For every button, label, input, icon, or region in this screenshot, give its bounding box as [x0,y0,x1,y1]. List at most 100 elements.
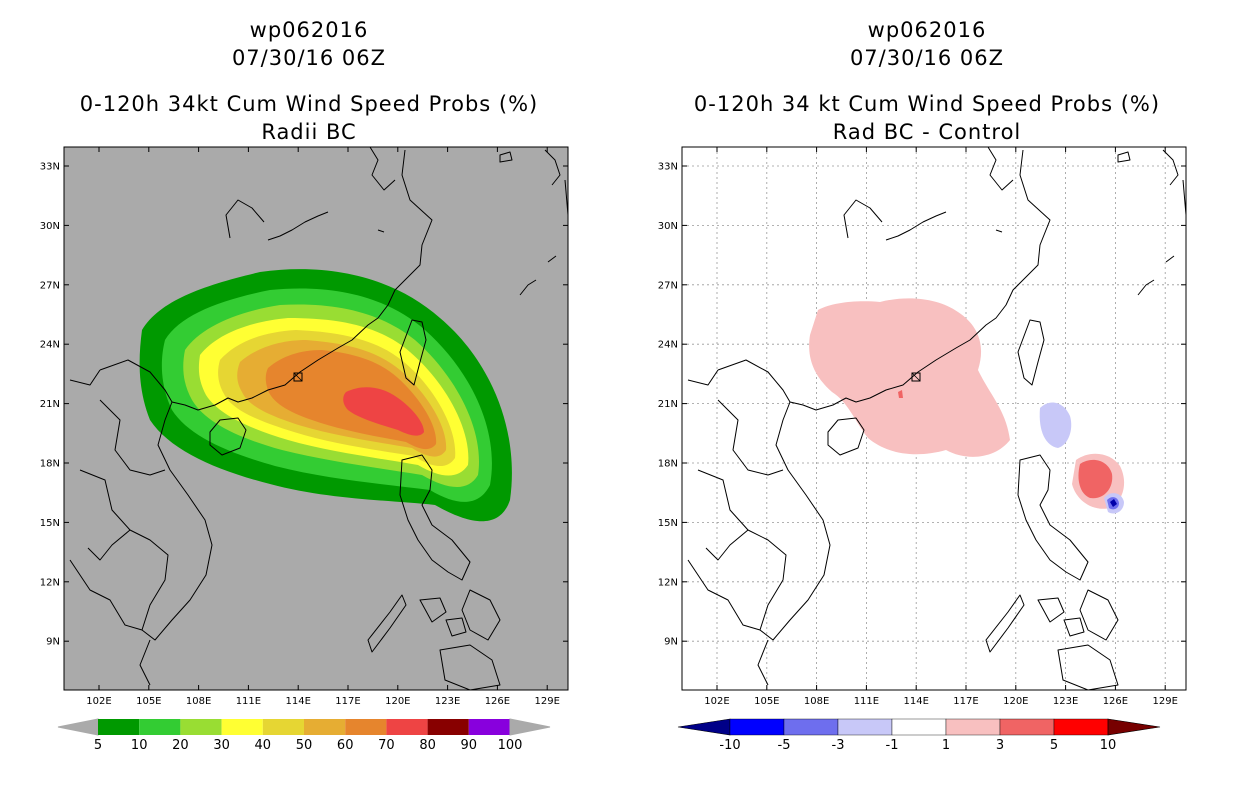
right-cbar-box [1053,718,1109,736]
left-storm-id: wp062016 [249,18,369,42]
right-difference-shading [809,298,1125,514]
diff-neg-1 [1039,402,1072,448]
right-cbar-box [783,718,839,736]
left-datetime: 07/30/16 06Z [231,46,387,70]
left-lon-label: 111E [236,696,261,707]
left-colorbar: 5 10 20 30 40 50 60 70 80 90 100 [57,718,551,753]
right-subtitle: Rad BC - Control [832,120,1022,144]
right-cbar-label: -3 [832,738,845,753]
right-product-title: 0-120h 34 kt Cum Wind Speed Probs (%) [693,92,1161,116]
left-cbar-box [98,719,140,735]
left-cbar-label: 60 [337,738,354,753]
right-lon-label: 117E [953,696,978,707]
right-lon-label: 102E [704,696,729,707]
left-map-panel: wp062016 07/30/16 06Z 0-120h 34kt Cum Wi… [40,18,569,753]
left-cbar-box [262,719,304,735]
left-lon-label: 120E [385,696,410,707]
right-lon-label: 105E [754,696,779,707]
left-cbar-high-arrow [509,718,551,736]
left-city-marker [293,372,303,382]
right-lat-label: 9N [664,637,678,648]
left-lat-label: 12N [40,577,60,588]
right-cbar-low-arrow [677,718,731,736]
right-cbar-box [891,718,947,736]
right-cbar-high-arrow [1107,718,1161,736]
left-cbar-label: 30 [213,738,230,753]
right-colorbar: -10 -5 -3 -1 1 3 5 10 [677,718,1161,753]
diff-pos-1 [809,298,1010,457]
left-cbar-box [386,719,428,735]
right-city-marker [911,372,921,382]
right-lat-label: 21N [658,399,678,410]
left-lat-label: 15N [40,518,60,529]
right-cbar-label: 10 [1100,738,1117,753]
right-cbar-label: 1 [942,738,950,753]
left-lat-label: 27N [40,280,60,291]
right-lon-label: 111E [854,696,879,707]
left-cbar-label: 40 [255,738,272,753]
left-probability-shading [69,147,568,690]
right-lon-label: 129E [1152,696,1177,707]
diff-pos-3 [1078,459,1113,499]
right-lon-label: 120E [1003,696,1028,707]
left-lon-label: 117E [335,696,360,707]
diff-neg-10 [1110,499,1117,507]
right-lon-label: 123E [1053,696,1078,707]
left-cbar-label: 10 [131,738,148,753]
left-cbar-box [180,719,222,735]
left-cbar-label: 90 [461,738,478,753]
left-cbar-label: 80 [419,738,436,753]
right-lat-label: 27N [658,280,678,291]
right-axis-ticks: 33N 30N 27N 24N 21N 18N 15N 12N 9N 102E 105E 108E 11… [658,147,1186,707]
prob-70 [343,387,424,436]
right-cbar-label: -1 [886,738,899,753]
left-cbar-low-arrow [57,718,99,736]
left-cbar-box [427,719,469,735]
left-cbar-box [139,719,181,735]
right-lat-label: 33N [658,162,678,173]
right-lat-label: 15N [658,518,678,529]
right-cbar-label: 3 [996,738,1004,753]
diff-pos-3b [898,390,903,398]
right-lon-label: 114E [903,696,928,707]
left-cbar-box [221,719,263,735]
right-cbar-label: -5 [778,738,791,753]
left-axis-ticks: 33N 30N 27N 24N 21N 18N 15N 12N 9N 102E 105E 108E 11… [40,147,568,707]
right-lat-label: 30N [658,221,678,232]
right-storm-id: wp062016 [867,18,987,42]
right-cbar-label: 5 [1050,738,1058,753]
right-map-panel: wp062016 07/30/16 06Z 0-120h 34 kt Cum W… [618,0,1236,800]
left-product-title: 0-120h 34kt Cum Wind Speed Probs (%) [79,92,539,116]
right-lon-label: 126E [1103,696,1128,707]
right-cbar-box [999,718,1055,736]
left-lat-label: 9N [46,637,60,648]
left-lon-label: 102E [86,696,111,707]
left-cbar-box [468,719,510,735]
right-lon-label: 108E [804,696,829,707]
right-cbar-box [837,718,893,736]
right-lat-label: 12N [658,577,678,588]
left-lon-label: 123E [435,696,460,707]
left-cbar-box [304,719,346,735]
left-lon-label: 105E [136,696,161,707]
right-lat-label: 18N [658,459,678,470]
left-lat-label: 30N [40,221,60,232]
left-lon-label: 126E [485,696,510,707]
left-cbar-box [345,719,387,735]
left-cbar-label: 50 [296,738,313,753]
right-cbar-label: -10 [719,738,740,753]
left-cbar-label: 5 [94,738,102,753]
left-cbar-label: 20 [172,738,189,753]
left-cbar-label: 100 [498,738,523,753]
right-lat-label: 24N [658,340,678,351]
left-lon-label: 114E [285,696,310,707]
left-subtitle: Radii BC [261,120,357,144]
left-lon-label: 108E [186,696,211,707]
left-lon-label: 129E [534,696,559,707]
right-datetime: 07/30/16 06Z [849,46,1005,70]
left-map-svg: 33N 30N 27N 24N 21N 18N 15N 12N 9N 102E 105E 108E 11… [40,146,569,753]
right-cbar-box [945,718,1001,736]
left-lat-label: 33N [40,162,60,173]
left-cbar-label: 70 [378,738,395,753]
